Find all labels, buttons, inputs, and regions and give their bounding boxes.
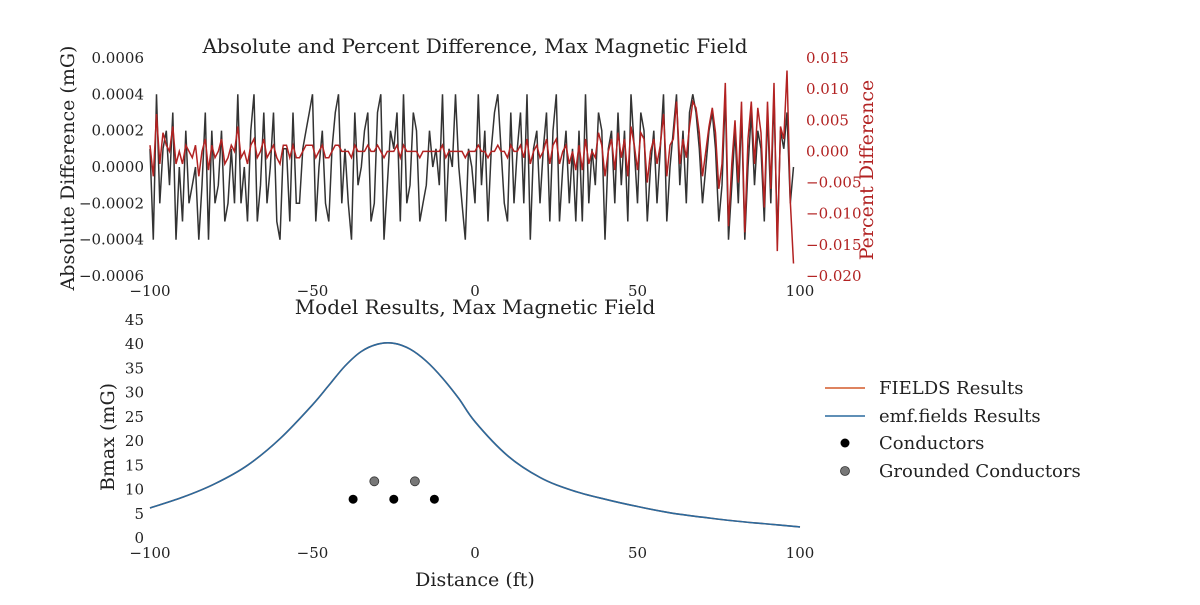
top-right-y-tick-label: −0.020 bbox=[806, 267, 862, 285]
bottom-y-tick-label: 5 bbox=[134, 505, 144, 523]
legend-label-grounded-conductors: Grounded Conductors bbox=[879, 461, 1081, 482]
grounded-conductor-point bbox=[369, 476, 380, 487]
top-right-y-tick-label: −0.015 bbox=[806, 236, 862, 254]
top-x-ticks: −100 −50 0 50 100 bbox=[129, 282, 814, 300]
conductor-point bbox=[348, 494, 358, 504]
bottom-y-tick-label: 25 bbox=[125, 408, 144, 426]
top-left-y-axis-label: Absolute Difference (mG) bbox=[57, 46, 79, 292]
top-left-y-ticks: 0.0006 0.0004 0.0002 0.0000 −0.0002 −0.0004 −0… bbox=[79, 49, 144, 285]
top-right-y-axis-label: Percent Difference bbox=[856, 80, 878, 261]
top-left-y-tick-label: 0.0004 bbox=[92, 85, 145, 103]
bottom-x-tick-label: 0 bbox=[470, 544, 480, 562]
fields-results-line bbox=[149, 342, 801, 528]
bottom-x-tick-label: 50 bbox=[628, 544, 647, 562]
top-right-y-tick-label: 0.000 bbox=[806, 142, 849, 160]
top-x-tick-label: 100 bbox=[786, 282, 815, 300]
bottom-x-tick-label: −100 bbox=[129, 544, 170, 562]
bottom-y-axis-label: Bmax (mG) bbox=[97, 383, 119, 491]
legend: FIELDS Results emf.fields Results Conduc… bbox=[825, 378, 1081, 482]
legend-label-fields: FIELDS Results bbox=[879, 378, 1023, 399]
top-left-y-tick-label: −0.0006 bbox=[79, 267, 144, 285]
top-x-tick-label: 50 bbox=[628, 282, 647, 300]
legend-label-conductors: Conductors bbox=[879, 433, 984, 454]
top-left-y-tick-label: 0.0000 bbox=[92, 158, 145, 176]
bottom-x-ticks: −100 −50 0 50 100 bbox=[129, 544, 814, 562]
emf-fields-results-line bbox=[149, 342, 801, 528]
grounded-conductor-point bbox=[409, 476, 420, 487]
bottom-y-tick-label: 0 bbox=[134, 529, 144, 547]
bottom-x-axis-label: Distance (ft) bbox=[415, 569, 535, 591]
top-left-y-tick-label: 0.0002 bbox=[92, 122, 145, 140]
legend-marker-conductors bbox=[840, 438, 850, 448]
bottom-y-tick-label: 40 bbox=[125, 335, 144, 353]
bottom-y-tick-label: 10 bbox=[125, 481, 144, 499]
bottom-chart-points bbox=[348, 476, 439, 504]
bottom-x-tick-label: 100 bbox=[786, 544, 815, 562]
top-left-y-tick-label: −0.0002 bbox=[79, 194, 144, 212]
bottom-y-tick-label: 30 bbox=[125, 384, 144, 402]
bottom-y-tick-label: 45 bbox=[125, 311, 144, 329]
bottom-y-tick-label: 35 bbox=[125, 359, 144, 377]
conductor-point bbox=[389, 494, 399, 504]
legend-label-emf-fields: emf.fields Results bbox=[879, 406, 1041, 427]
top-chart-title: Absolute and Percent Difference, Max Mag… bbox=[201, 34, 747, 58]
bottom-chart-title: Model Results, Max Magnetic Field bbox=[295, 295, 656, 319]
top-left-y-tick-label: 0.0006 bbox=[92, 49, 145, 67]
top-right-y-tick-label: 0.015 bbox=[806, 49, 849, 67]
top-chart-lines bbox=[149, 70, 795, 264]
bottom-y-tick-label: 20 bbox=[125, 432, 144, 450]
percent-difference-line bbox=[149, 70, 795, 264]
bottom-y-ticks: 45 40 35 30 25 20 15 10 5 0 bbox=[125, 311, 144, 547]
top-right-y-ticks: 0.015 0.010 0.005 0.000 −0.005 −0.010 −0.015 −0… bbox=[806, 49, 862, 285]
top-right-y-tick-label: 0.010 bbox=[806, 80, 849, 98]
bottom-y-tick-label: 15 bbox=[125, 456, 144, 474]
top-x-tick-label: 0 bbox=[470, 282, 480, 300]
legend-marker-grounded-conductors bbox=[840, 466, 850, 476]
top-x-tick-label: −50 bbox=[297, 282, 329, 300]
conductor-point bbox=[429, 494, 439, 504]
absolute-difference-line bbox=[149, 94, 795, 240]
top-right-y-tick-label: −0.010 bbox=[806, 205, 862, 223]
bottom-chart-lines bbox=[149, 342, 801, 528]
top-right-y-tick-label: −0.005 bbox=[806, 174, 862, 192]
bottom-x-tick-label: −50 bbox=[297, 544, 329, 562]
top-right-y-tick-label: 0.005 bbox=[806, 111, 849, 129]
top-x-tick-label: −100 bbox=[129, 282, 170, 300]
top-left-y-tick-label: −0.0004 bbox=[79, 231, 144, 249]
